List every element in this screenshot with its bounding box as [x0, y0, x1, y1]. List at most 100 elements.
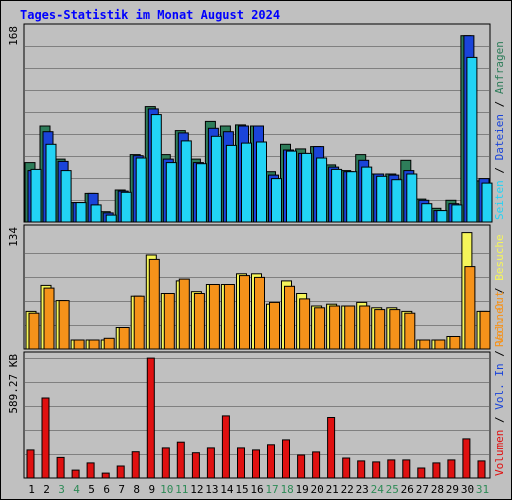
x-tick-label: 13 — [205, 483, 218, 496]
rechner-bar — [58, 300, 70, 350]
legend-panel-2: Rechner / Besuche — [493, 234, 506, 347]
legend-entry: Dateien — [493, 114, 506, 160]
rechner-bar — [374, 309, 386, 350]
seiten-bar — [451, 204, 463, 223]
rechner-bar — [329, 305, 341, 350]
seiten-bar — [481, 182, 493, 223]
seiten-bar — [195, 163, 207, 223]
seiten-bar — [421, 203, 433, 223]
legend-panel-1: Seiten / Dateien / Anfragen — [493, 41, 506, 220]
seiten-bar — [90, 204, 102, 223]
rechner-bar — [464, 266, 476, 350]
x-tick-label: 3 — [58, 483, 65, 496]
rechner-bar — [254, 276, 265, 350]
seiten-bar — [105, 214, 117, 223]
legend-entry: Vol. Out — [493, 291, 506, 344]
x-tick-label: 4 — [73, 483, 80, 496]
volumen-bar — [56, 456, 65, 479]
volumen-bar — [372, 461, 381, 479]
volumen-bar — [71, 469, 80, 479]
rechner-bar — [239, 275, 250, 350]
volumen-bar — [237, 447, 245, 479]
volumen-bar — [86, 462, 95, 479]
x-tick-label: 9 — [148, 483, 155, 496]
rechner-bar — [314, 307, 326, 350]
x-tick-label: 21 — [326, 483, 339, 496]
seiten-bar — [286, 150, 297, 223]
x-tick-label: 1 — [28, 483, 35, 496]
volumen-bar — [312, 451, 321, 479]
seiten-bar — [316, 157, 328, 223]
rechner-bar — [193, 293, 205, 350]
volumen-bar — [176, 441, 185, 479]
seiten-bar — [391, 179, 403, 223]
volumen-bar — [357, 460, 366, 479]
y-axis-max-label: 589.27 KB — [7, 354, 20, 414]
x-tick-label: 27 — [416, 483, 429, 496]
x-tick-label: 8 — [133, 483, 140, 496]
rechner-bar — [73, 339, 85, 350]
volumen-bar — [447, 459, 456, 479]
volumen-bar — [26, 449, 35, 479]
volumen-bar — [252, 449, 260, 479]
volumen-bar — [206, 447, 215, 479]
x-tick-label: 25 — [386, 483, 399, 496]
seiten-bar — [225, 144, 237, 223]
rechner-bar — [389, 309, 401, 350]
page-title: Tages-Statistik im Monat August 2024 — [20, 8, 281, 22]
x-tick-label: 28 — [431, 483, 444, 496]
x-tick-label: 17 — [265, 483, 278, 496]
rechner-bar — [269, 301, 280, 350]
seiten-bar — [331, 168, 343, 223]
seiten-bar — [165, 162, 177, 223]
legend-panel-3: Volumen / Vol. In / Vol. Out — [493, 291, 506, 476]
volumen-bar — [101, 472, 110, 479]
x-tick-label: 22 — [341, 483, 354, 496]
rechner-bar — [284, 285, 295, 350]
volumen-bar — [41, 397, 50, 479]
volumen-bar — [342, 457, 351, 479]
seiten-bar — [75, 202, 87, 223]
x-tick-label: 20 — [310, 483, 323, 496]
volumen-bar — [387, 459, 396, 479]
rechner-bar — [118, 327, 130, 350]
seiten-bar — [150, 114, 162, 223]
seiten-bar — [361, 166, 373, 223]
seiten-bar — [406, 173, 418, 223]
volumen-bar — [146, 357, 155, 479]
rechner-bar — [299, 298, 311, 350]
rechner-bar — [28, 312, 40, 350]
volumen-bar — [131, 451, 140, 479]
x-tick-label: 5 — [88, 483, 95, 496]
rechner-bar — [133, 295, 145, 350]
y-axis-max-label: 168 — [7, 26, 20, 46]
x-tick-label: 12 — [190, 483, 203, 496]
rechner-bar — [43, 287, 55, 350]
volumen-bar — [327, 417, 336, 479]
seiten-bar — [301, 152, 313, 223]
rechner-bar — [223, 284, 235, 350]
rechner-bar — [88, 339, 100, 350]
rechner-bar — [148, 258, 160, 350]
x-tick-label: 23 — [356, 483, 369, 496]
volumen-bar — [402, 459, 411, 479]
x-tick-label: 10 — [160, 483, 173, 496]
seiten-bar — [466, 56, 478, 223]
x-tick-label: 29 — [446, 483, 459, 496]
seiten-bar — [241, 142, 252, 223]
volumen-bar — [282, 439, 290, 479]
rechner-bar — [103, 337, 115, 350]
x-tick-label: 7 — [118, 483, 125, 496]
seiten-bar — [256, 141, 267, 223]
legend-entry: Besuche — [493, 234, 506, 280]
x-tick-label: 24 — [371, 483, 385, 496]
volumen-bar — [116, 465, 125, 479]
rechner-bar — [344, 305, 356, 350]
rechner-bar — [178, 278, 190, 350]
x-tick-label: 14 — [220, 483, 234, 496]
volumen-bar — [417, 467, 426, 479]
rechner-bar — [404, 312, 416, 350]
seiten-bar — [45, 143, 57, 223]
volumen-bar — [477, 460, 486, 479]
